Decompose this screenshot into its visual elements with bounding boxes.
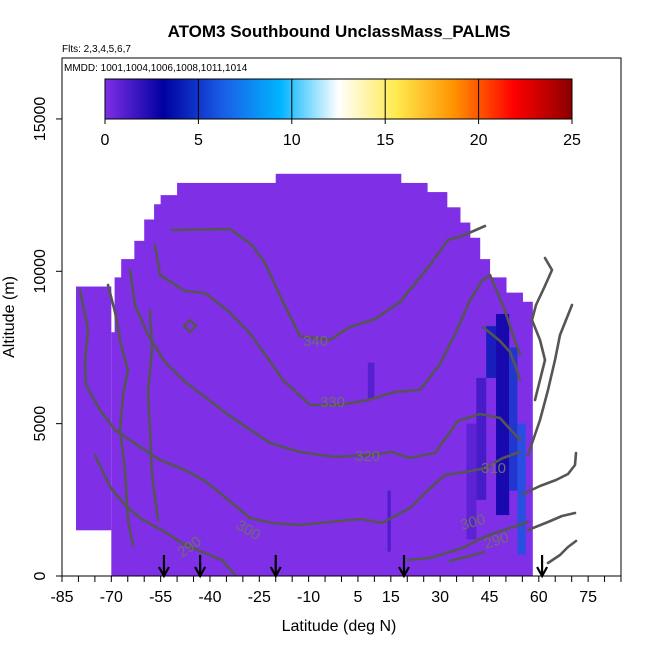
heatmap-column [160, 195, 178, 576]
dates-note: MMDD: 1001,1004,1006,1008,1011,1014 [64, 63, 248, 74]
contour-line [170, 224, 487, 342]
heatmap-column [154, 204, 162, 576]
x-tick-label: 45 [481, 589, 499, 606]
heatmap-cell [509, 347, 518, 491]
x-tick-label: -70 [100, 589, 123, 606]
heatmap-cell [466, 423, 477, 540]
contour-line [448, 550, 486, 563]
x-axis: -85 -70 -55 -40 -25 -10 5 15 30 45 60 75 [50, 576, 622, 606]
contour-line [106, 283, 135, 547]
contour-line [146, 308, 160, 522]
contour-label: 340 [303, 333, 328, 350]
heatmap-column [111, 332, 116, 576]
heatmap-column [459, 222, 471, 576]
y-axis-label: Altitude (m) [1, 276, 18, 358]
contour-label: 290 [482, 529, 511, 553]
x-tick-label: -55 [149, 589, 172, 606]
heatmap-column [134, 240, 145, 576]
colorbar-tick-label: 5 [194, 132, 203, 149]
y-tick-label: 15000 [32, 97, 49, 142]
colorbar-tick-label: 0 [101, 132, 110, 149]
y-tick-label: 5000 [32, 406, 49, 442]
y-axis: 0 5000 10000 15000 [32, 97, 62, 580]
heatmap-cell [486, 326, 497, 378]
theta-contours [78, 224, 578, 576]
contour-label: 310 [481, 460, 506, 477]
heatmap-column [469, 237, 481, 576]
heatmap-cell [476, 377, 487, 500]
x-tick-label: -40 [198, 589, 221, 606]
heatmap-column [400, 182, 428, 576]
heatmap-cell [517, 423, 526, 555]
flight-marker-arrow [536, 555, 549, 579]
contour-line [526, 303, 574, 457]
contour-line [128, 268, 522, 460]
flights-note: Flts: 2,3,4,5,6,7 [62, 44, 131, 55]
heatmap-column [446, 207, 461, 576]
x-tick-label: -10 [297, 589, 320, 606]
heatmap-column [275, 173, 402, 576]
contour-line [546, 539, 578, 565]
y-tick-label: 0 [32, 571, 49, 580]
colorbar-tick-label: 20 [470, 132, 488, 149]
heatmap-column [121, 259, 135, 576]
heatmap-column [114, 277, 122, 576]
x-tick-label: -25 [248, 589, 271, 606]
contour-line [521, 451, 578, 496]
x-tick-label: 60 [530, 589, 548, 606]
x-tick-label: 5 [353, 589, 362, 606]
colorbar-tick-label: 25 [563, 132, 581, 149]
heatmap-cell [367, 362, 375, 400]
chart-title: ATOM3 Southbound UnclassMass_PALMS [168, 22, 511, 41]
heatmap-cell [496, 313, 510, 516]
contour-line [406, 520, 530, 562]
contour-label: 300 [459, 511, 488, 534]
x-tick-label: 75 [579, 589, 597, 606]
contour-line [153, 243, 522, 407]
contour-line [526, 511, 577, 532]
x-tick-label: 30 [431, 589, 449, 606]
x-tick-label: -85 [50, 589, 73, 606]
contour-label: 320 [355, 448, 380, 465]
contour-line [93, 453, 237, 576]
heatmap [76, 173, 533, 576]
heatmap-column [522, 301, 533, 576]
y-tick-label: 10000 [32, 249, 49, 294]
heatmap-column [76, 286, 112, 531]
heatmap-column [177, 182, 277, 576]
contour-label: 330 [320, 394, 345, 411]
x-axis-label: Latitude (deg N) [282, 618, 397, 635]
x-tick-label: 15 [382, 589, 400, 606]
colorbar-tick-label: 10 [283, 132, 301, 149]
contour-line [78, 288, 522, 527]
heatmap-cell [387, 490, 391, 552]
colorbar-gradient [105, 79, 572, 119]
flight-markers [157, 555, 549, 579]
colorbar-tick-label: 15 [376, 132, 394, 149]
contour-line [182, 318, 198, 334]
colorbar-frame [104, 78, 573, 120]
heatmap-column [426, 192, 448, 576]
contour-line [481, 325, 522, 382]
contour-line [530, 256, 554, 402]
colorbar: 0 5 10 15 20 25 [101, 78, 581, 149]
